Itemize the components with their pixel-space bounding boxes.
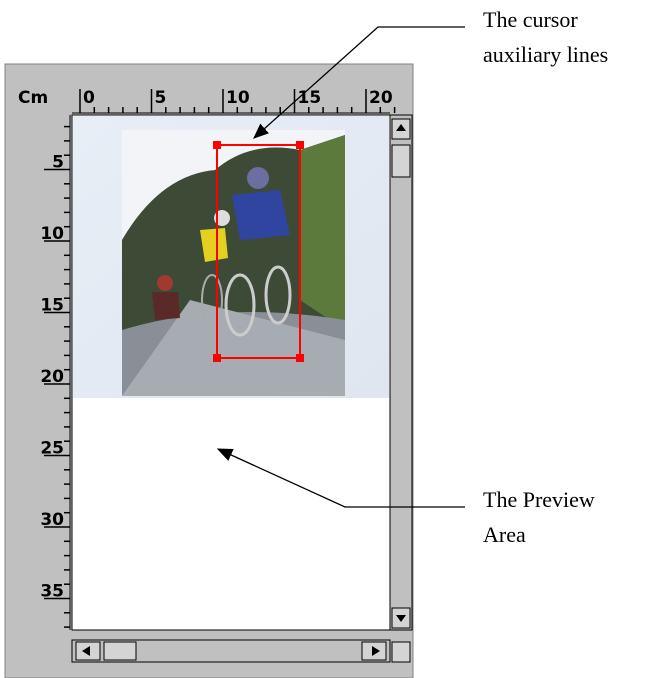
selection-box[interactable] — [213, 141, 304, 362]
annotation-text: The Preview — [483, 487, 595, 512]
annotation-arrow — [216, 448, 465, 508]
ruler-label: 0 — [83, 88, 95, 108]
annotation-text: Area — [483, 522, 526, 547]
annotation-text: The cursor — [483, 7, 578, 32]
ruler-label: 20 — [40, 367, 64, 387]
ruler-unit: Cm — [18, 88, 48, 108]
annotation-arrow — [253, 26, 465, 139]
ruler-label: 10 — [226, 88, 250, 108]
ruler-label: 5 — [52, 153, 64, 173]
ruler-label: 15 — [298, 88, 322, 108]
horizontal-scrollbar[interactable] — [71, 639, 411, 663]
ruler-label: 25 — [40, 439, 64, 459]
ruler-label: 30 — [40, 510, 64, 530]
ruler-label: 10 — [40, 224, 64, 244]
annotation-text: auxiliary lines — [483, 42, 608, 67]
ruler-label: 15 — [40, 296, 64, 316]
left-ruler — [14, 115, 72, 630]
preview-photo — [122, 130, 345, 396]
ruler-label: 35 — [40, 582, 64, 602]
vertical-scrollbar[interactable] — [389, 114, 413, 631]
ruler-label: 20 — [369, 88, 393, 108]
ruler-label: 5 — [155, 88, 167, 108]
